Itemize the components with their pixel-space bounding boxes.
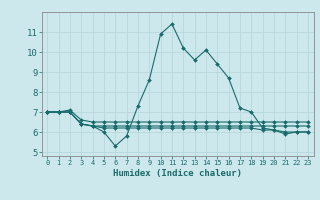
X-axis label: Humidex (Indice chaleur): Humidex (Indice chaleur)	[113, 169, 242, 178]
